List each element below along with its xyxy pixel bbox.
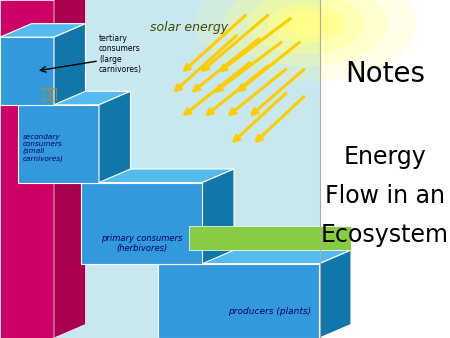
Ellipse shape <box>224 0 388 66</box>
Polygon shape <box>81 169 234 183</box>
Text: tertiary
consumers
(large
carnivores): tertiary consumers (large carnivores) <box>99 34 142 74</box>
Polygon shape <box>202 169 234 264</box>
Text: solar energy: solar energy <box>150 21 228 33</box>
Polygon shape <box>189 226 351 250</box>
Polygon shape <box>0 0 54 338</box>
Polygon shape <box>320 250 351 338</box>
Polygon shape <box>54 0 86 338</box>
Bar <box>320 0 450 338</box>
Text: Notes: Notes <box>345 61 425 88</box>
Polygon shape <box>0 24 86 37</box>
Polygon shape <box>99 91 130 183</box>
Ellipse shape <box>283 11 329 36</box>
Text: Energy
Flow in an
Ecosystem: Energy Flow in an Ecosystem <box>321 145 449 247</box>
Polygon shape <box>158 264 320 338</box>
Text: secondary
consumers
(small
carnivores): secondary consumers (small carnivores) <box>22 134 63 162</box>
Polygon shape <box>54 24 86 105</box>
Text: producers (plants): producers (plants) <box>229 308 311 316</box>
Bar <box>0 0 320 338</box>
Ellipse shape <box>195 0 417 81</box>
Text: primary consumers
(herbivores): primary consumers (herbivores) <box>101 234 182 253</box>
Ellipse shape <box>268 4 344 43</box>
Polygon shape <box>158 250 351 264</box>
Ellipse shape <box>248 0 364 54</box>
Text: 〜〜: 〜〜 <box>41 88 58 102</box>
Polygon shape <box>18 105 99 183</box>
Polygon shape <box>0 37 54 105</box>
Polygon shape <box>81 183 202 264</box>
Polygon shape <box>18 91 130 105</box>
